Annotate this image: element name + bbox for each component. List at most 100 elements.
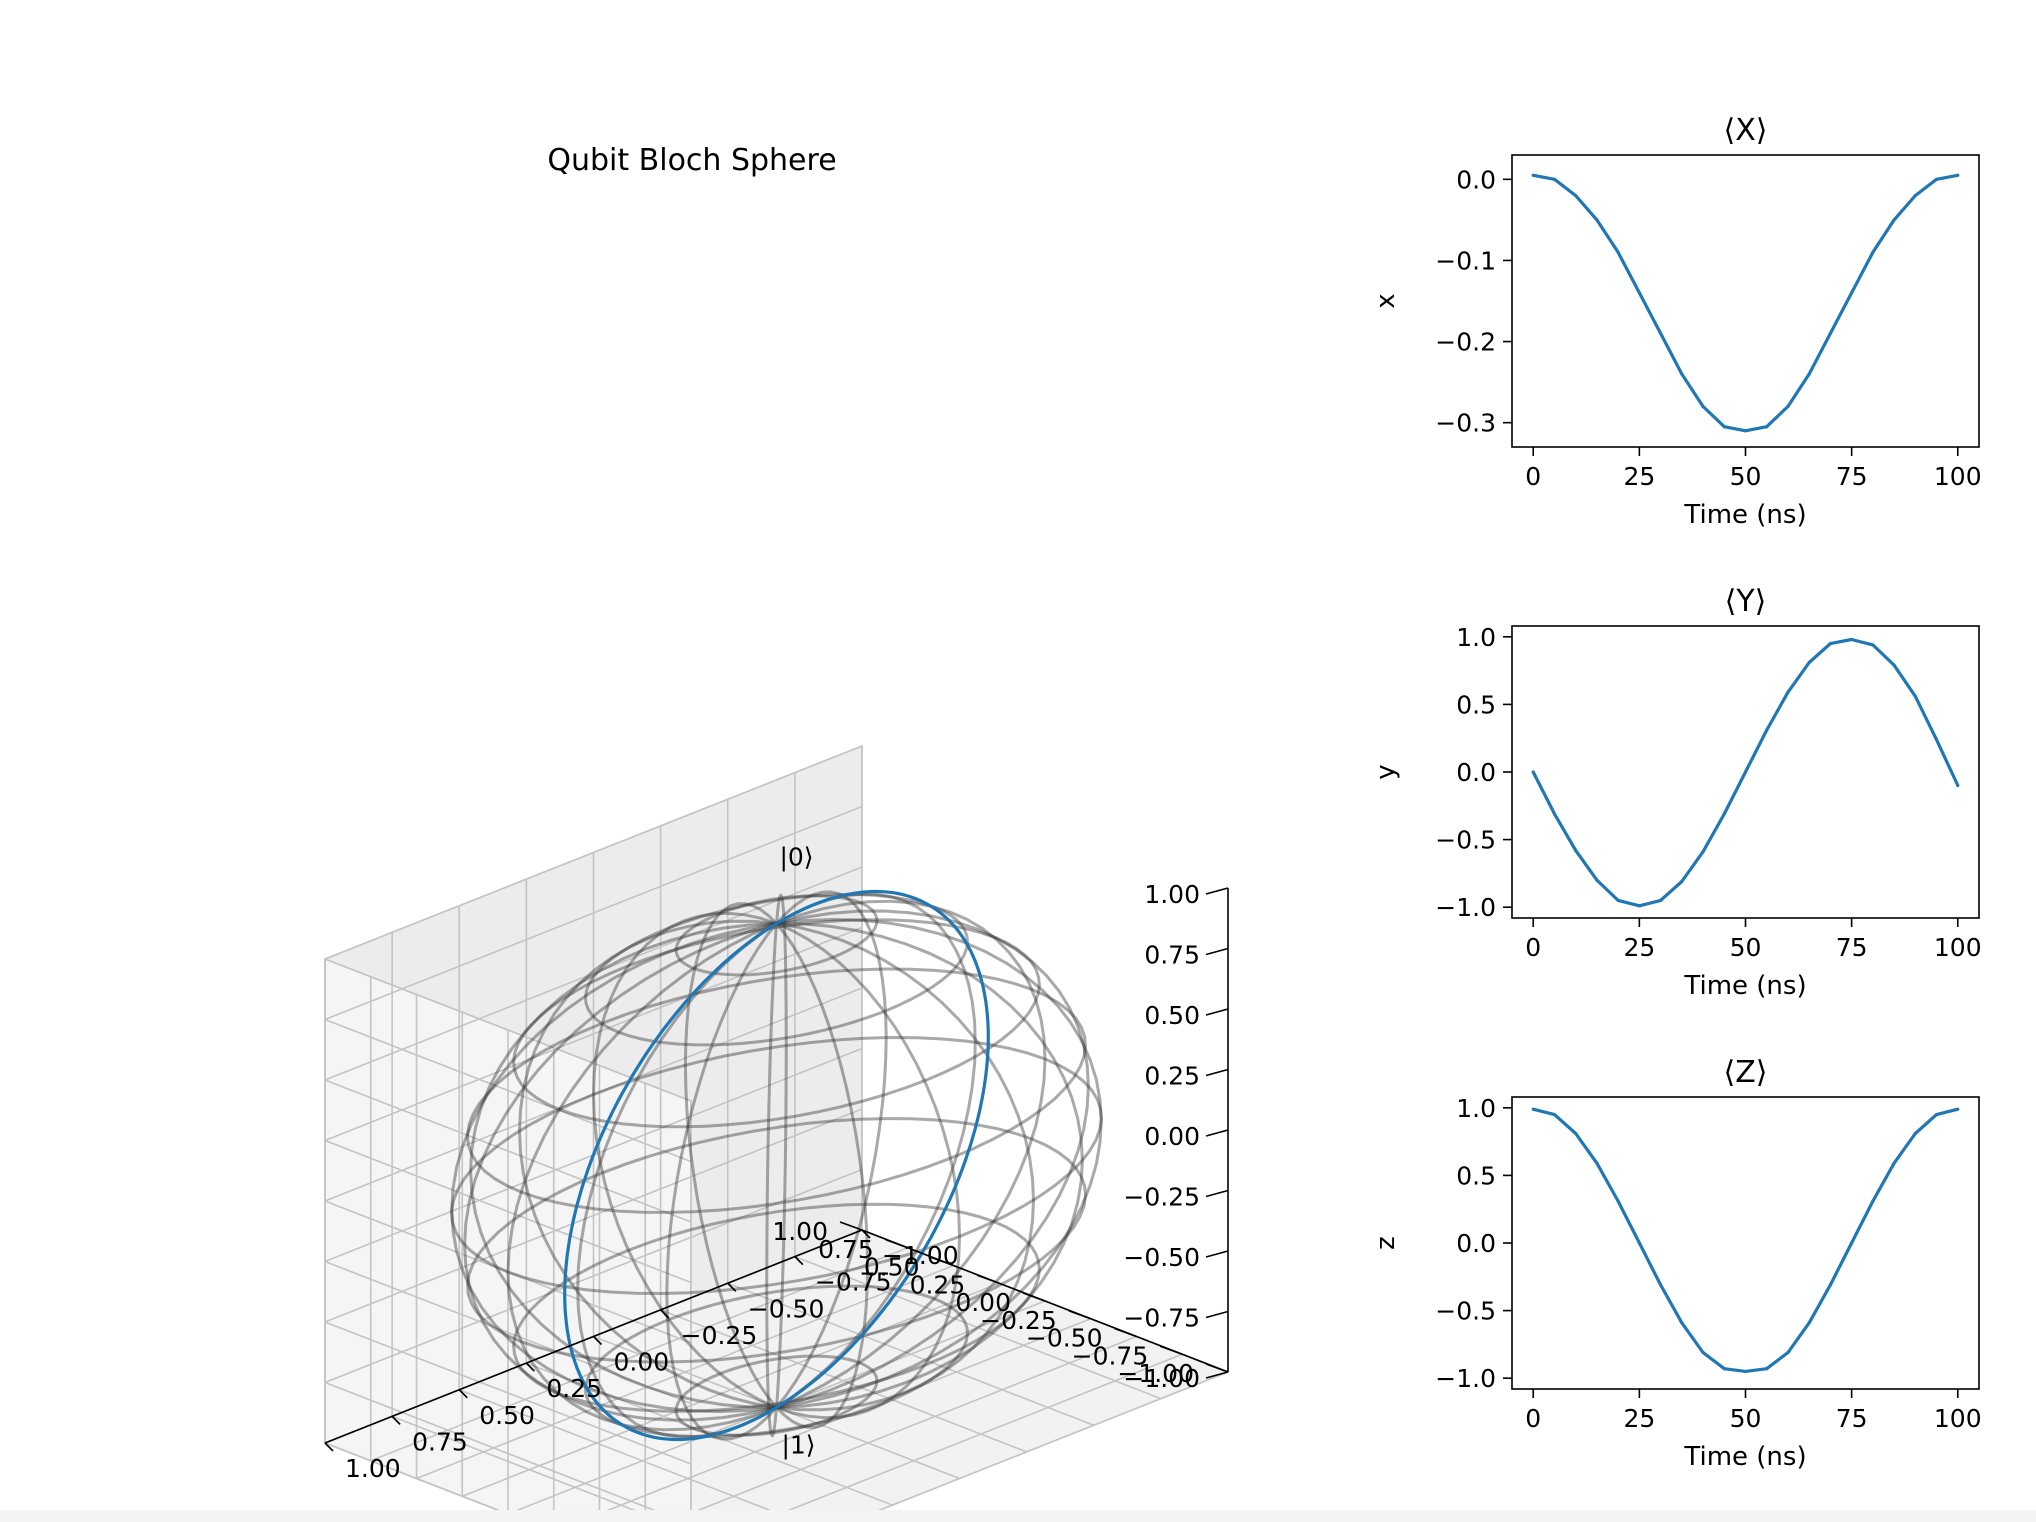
- data-point: [1531, 173, 1535, 177]
- data-point: [1765, 728, 1769, 732]
- x-tick-label: 25: [1623, 1404, 1655, 1433]
- grid-line: [324, 805, 863, 1021]
- data-point: [1850, 637, 1854, 642]
- data-point: [1786, 690, 1790, 694]
- tick-mark: [1114, 1327, 1137, 1338]
- tick-label: 0.00: [1144, 1122, 1200, 1151]
- bloch-title: Qubit Bloch Sphere: [547, 143, 836, 178]
- ket-one-label: |1⟩: [781, 1431, 815, 1460]
- data-point: [1892, 218, 1896, 222]
- tick-label: −0.50: [1026, 1324, 1103, 1353]
- y-axis-label: x: [1371, 293, 1401, 308]
- tick-label: −0.25: [1123, 1183, 1200, 1212]
- pane-grid: [324, 745, 1229, 1510]
- x-axis-label: Time (ns): [1683, 971, 1806, 1001]
- footer-bar: [0, 1510, 2036, 1522]
- data-point: [1871, 1199, 1875, 1203]
- tick-mark: [458, 1389, 468, 1399]
- x-tick-label: 0: [1525, 933, 1541, 962]
- tick-label: 0.25: [1144, 1062, 1200, 1091]
- sphere-latitude: [465, 967, 1088, 1214]
- x-tick-label: 50: [1730, 462, 1762, 491]
- x-tick-label: 50: [1730, 933, 1762, 962]
- data-point: [1616, 898, 1620, 903]
- plot-title: ⟨Z⟩: [1724, 1055, 1768, 1090]
- tick-mark: [1159, 1345, 1183, 1356]
- tick-mark: [1205, 1250, 1229, 1258]
- data-point: [1701, 850, 1705, 854]
- y-tick-label: −0.3: [1435, 409, 1496, 438]
- sphere-latitude: [512, 1202, 1041, 1413]
- data-point: [1722, 425, 1726, 429]
- tick-label: 0.50: [864, 1253, 920, 1282]
- data-point: [1658, 1283, 1663, 1287]
- tick-mark: [885, 1238, 909, 1249]
- data-point: [1850, 291, 1854, 295]
- data-point: [1552, 812, 1557, 816]
- data-point: [1616, 1199, 1620, 1203]
- data-point: [1552, 1112, 1557, 1117]
- x-expectation-plot: 0 25 50 75 100 0.0 −0.1 −0.2 −0.3 ⟨X⟩ Time (ns) x: [1371, 113, 1982, 530]
- grid-line: [391, 1415, 636, 1510]
- grid-line: [324, 926, 863, 1142]
- tick-label: −1.00: [1123, 1364, 1200, 1393]
- data-point: [1828, 1283, 1833, 1287]
- tick-label: 0.75: [818, 1235, 874, 1264]
- sphere-latitude: [674, 894, 879, 977]
- data-point: [1850, 1241, 1854, 1245]
- tick-mark: [660, 1309, 670, 1319]
- x-tick-label: 75: [1836, 933, 1868, 962]
- plot-title: ⟨X⟩: [1724, 113, 1768, 148]
- data-point: [1807, 372, 1811, 376]
- data-point: [1913, 1131, 1917, 1136]
- y-tick-label: 0.5: [1456, 1161, 1496, 1190]
- grid-line: [324, 1139, 692, 1284]
- data-point: [1828, 641, 1833, 646]
- tick-label: −0.25: [681, 1321, 758, 1350]
- y-expectation-plot: 0 25 50 75 100 1.0 0.5 0.0 −0.5 −1.0 ⟨Y⟩ Time (ns) y: [1371, 584, 1982, 1001]
- y-tick-label: 0.0: [1456, 758, 1496, 787]
- x-tick-label: 25: [1623, 462, 1655, 491]
- tick-label: −0.50: [1123, 1243, 1200, 1272]
- tick-label: 0.00: [614, 1348, 670, 1377]
- grid-line: [324, 1079, 692, 1223]
- y-axis-label: y: [1371, 764, 1401, 779]
- data-point: [1680, 1321, 1684, 1325]
- sphere-latitude: [465, 1117, 1088, 1364]
- tick-label: −1.00: [1117, 1359, 1194, 1388]
- tick-mark: [1068, 1309, 1092, 1320]
- series-line: [1532, 173, 1959, 433]
- x-axis-label: Time (ns): [1683, 1442, 1806, 1472]
- data-point: [1956, 1107, 1960, 1111]
- y-tick-label: 1.0: [1456, 1094, 1496, 1123]
- grid-line: [324, 745, 863, 960]
- x-tick-label: 0: [1525, 1404, 1541, 1433]
- y-tick-label: −1.0: [1435, 1364, 1496, 1393]
- tick-label: −1.00: [882, 1241, 959, 1270]
- x-axis-label: Time (ns): [1683, 500, 1806, 530]
- data-point: [1595, 878, 1599, 882]
- tick-label: 0.25: [910, 1270, 966, 1299]
- tick-mark: [391, 1415, 401, 1425]
- x-tick-label: 50: [1730, 1404, 1762, 1433]
- tick-mark: [525, 1362, 535, 1372]
- tick-mark: [324, 1442, 334, 1452]
- y-tick-label: −0.5: [1435, 1297, 1496, 1326]
- data-point: [1595, 1161, 1599, 1165]
- data-point: [1658, 331, 1663, 336]
- grid-line: [416, 1264, 954, 1480]
- state-trajectory: [563, 889, 990, 1442]
- data-point: [1807, 660, 1811, 665]
- y-tick-label: −0.5: [1435, 826, 1496, 855]
- tick-mark: [976, 1274, 1000, 1285]
- x-tick-label: 25: [1623, 933, 1655, 962]
- grid-line: [324, 866, 863, 1081]
- tick-mark: [1205, 1363, 1229, 1373]
- data-point: [1786, 404, 1790, 409]
- y-tick-label: −0.2: [1435, 328, 1496, 357]
- data-point: [1913, 694, 1917, 698]
- data-point: [1680, 879, 1684, 884]
- z-expectation-plot: 0 25 50 75 100 1.0 0.5 0.0 −0.5 −1.0 ⟨Z⟩ Time (ns) z: [1371, 1055, 1982, 1472]
- y-tick-label: 0.5: [1456, 690, 1496, 719]
